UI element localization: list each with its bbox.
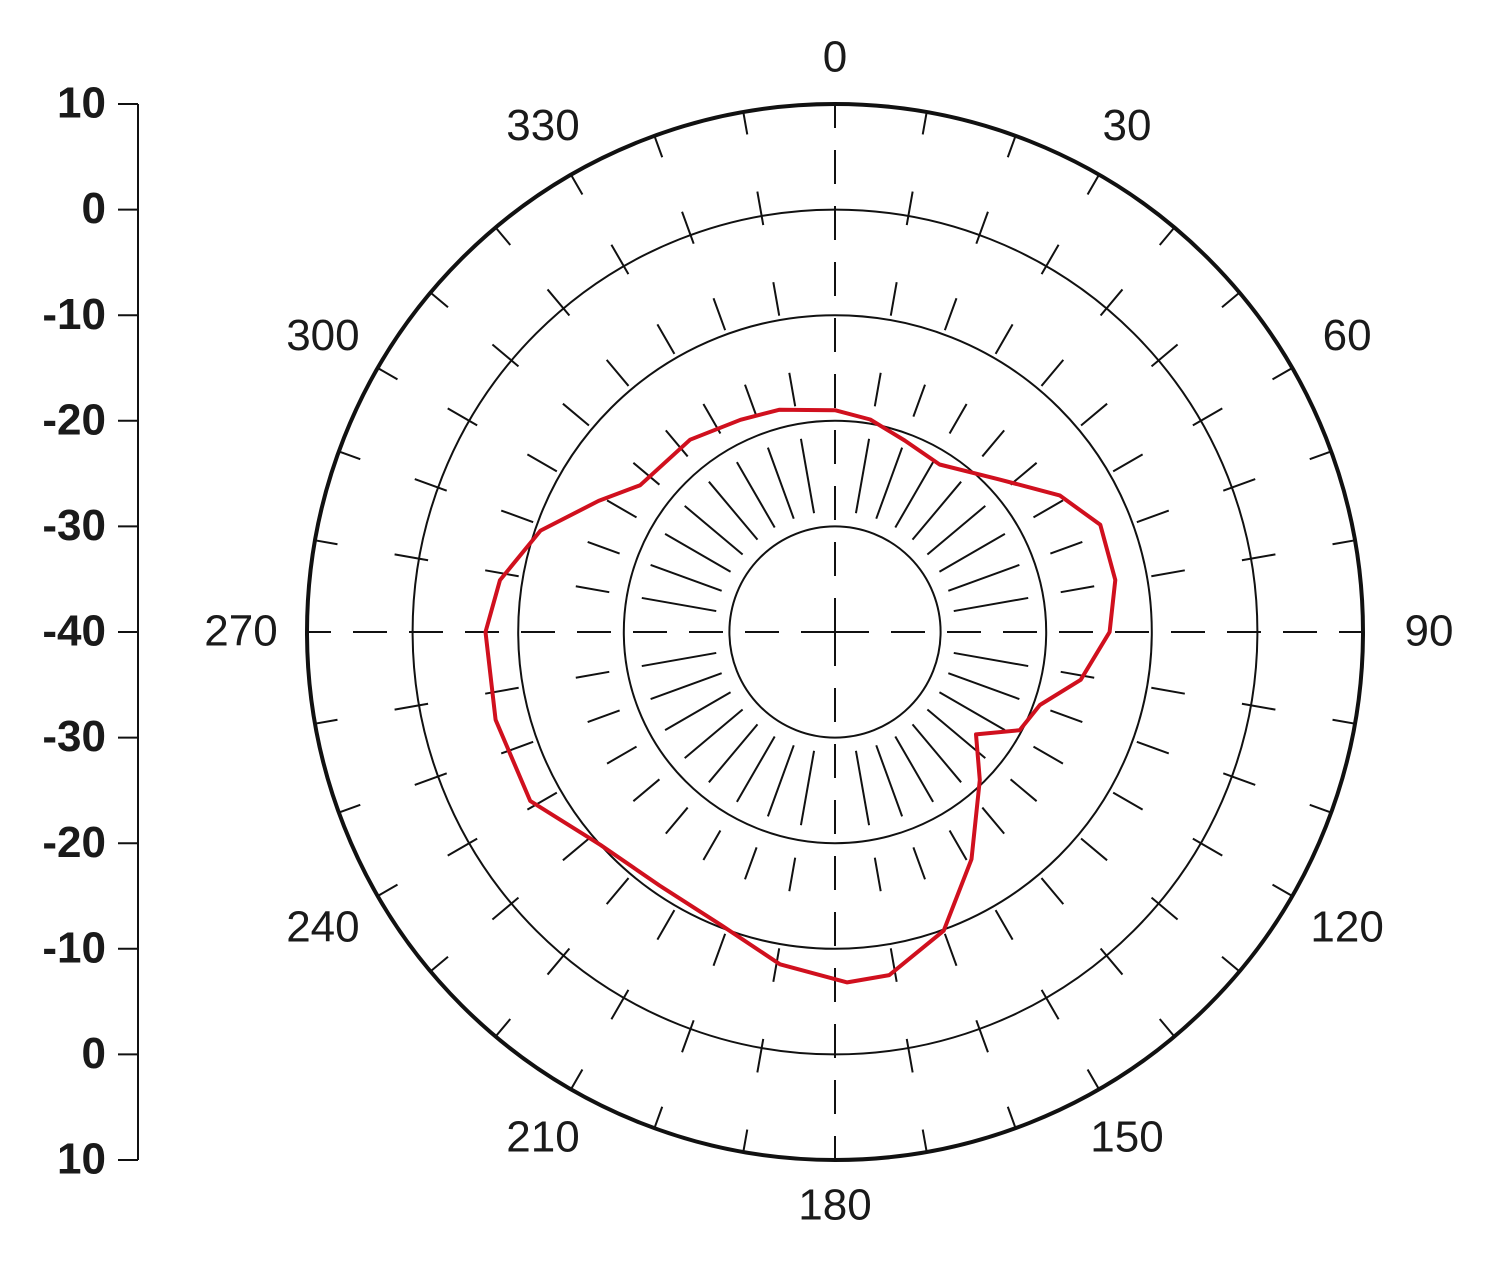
minor-tick (664, 691, 732, 731)
grid-spoke (873, 111, 928, 407)
theta-tick-label: 0 (823, 33, 847, 82)
grid-spoke (653, 847, 758, 1129)
grid-spoke (377, 367, 638, 519)
r-tick-label: 0 (82, 1029, 106, 1078)
theta-tick-label: 180 (798, 1181, 871, 1230)
minor-tick (684, 505, 744, 556)
grid-spoke (1009, 778, 1241, 973)
theta-tick-label: 60 (1323, 311, 1372, 360)
pattern-line (483, 407, 1118, 985)
minor-tick (799, 750, 816, 826)
minor-tick (911, 723, 962, 783)
minor-tick (926, 505, 986, 556)
grid-spoke (570, 174, 722, 435)
minor-tick (894, 461, 934, 529)
minor-tick (854, 438, 871, 514)
minor-tick (650, 672, 723, 701)
grid-spoke (338, 450, 620, 555)
grid-ring (411, 208, 1259, 1056)
r-tick-label: 10 (57, 79, 106, 128)
grid-spoke (981, 806, 1176, 1038)
r-tick-label: -10 (42, 923, 106, 972)
theta-tick-label: 90 (1405, 607, 1454, 656)
minor-tick (938, 691, 1006, 731)
minor-tick (708, 481, 759, 541)
minor-tick (947, 563, 1020, 592)
grid-ring (517, 314, 1153, 950)
grid-spoke (377, 745, 638, 897)
theta-tick-label: 120 (1310, 902, 1383, 951)
r-tick-label: -40 (42, 607, 106, 656)
grid-spoke (494, 226, 689, 458)
grid-spoke (429, 291, 661, 486)
r-tick-label: -20 (42, 818, 106, 867)
grid-spoke (1009, 291, 1241, 486)
minor-tick (875, 447, 904, 520)
grid-spoke (742, 857, 797, 1153)
minor-tick (938, 533, 1006, 573)
grid-spoke (1050, 450, 1332, 555)
minor-tick (684, 708, 744, 759)
grid-spoke (653, 135, 758, 417)
grid-spoke (742, 111, 797, 407)
minor-tick (650, 563, 723, 592)
minor-tick (664, 533, 732, 573)
theta-tick-label: 330 (506, 101, 579, 150)
grid-ring (622, 419, 1048, 845)
grid-spoke (981, 226, 1176, 458)
grid-spoke (570, 829, 722, 1090)
theta-tick-label: 300 (286, 311, 359, 360)
r-tick-label: -30 (42, 501, 106, 550)
r-tick-label: 10 (57, 1135, 106, 1184)
minor-tick (953, 651, 1029, 668)
grid-spoke (912, 135, 1017, 417)
minor-tick (641, 651, 717, 668)
grid-spoke (314, 539, 610, 594)
minor-tick (766, 744, 795, 817)
r-tick-label: -10 (42, 290, 106, 339)
grid-spoke (1050, 709, 1332, 814)
theta-tick-label: 30 (1103, 101, 1152, 150)
minor-tick (875, 744, 904, 817)
grid-ring (305, 102, 1365, 1162)
grid-spoke (912, 847, 1017, 1129)
minor-tick (736, 461, 776, 529)
theta-tick-label: 210 (506, 1112, 579, 1161)
grid-spoke (1060, 670, 1356, 725)
minor-tick (799, 438, 816, 514)
grid-spoke (948, 174, 1100, 435)
minor-tick (911, 481, 962, 541)
r-tick-label: -20 (42, 395, 106, 444)
grid-spoke (314, 670, 610, 725)
minor-tick (894, 735, 934, 803)
minor-tick (953, 596, 1029, 613)
r-tick-label: -30 (42, 712, 106, 761)
grid-spoke (873, 857, 928, 1153)
minor-tick (708, 723, 759, 783)
minor-tick (947, 672, 1020, 701)
theta-tick-label: 270 (204, 607, 277, 656)
grid-spoke (1032, 745, 1293, 897)
grid-ring (728, 525, 942, 739)
minor-tick (766, 447, 795, 520)
r-tick-label: 0 (82, 184, 106, 233)
minor-tick (641, 596, 717, 613)
theta-tick-label: 240 (286, 902, 359, 951)
grid-spoke (1032, 367, 1293, 519)
grid-spoke (338, 709, 620, 814)
grid-spoke (494, 806, 689, 1038)
theta-tick-label: 150 (1090, 1112, 1163, 1161)
grid-spoke (948, 829, 1100, 1090)
minor-tick (736, 735, 776, 803)
minor-tick (854, 750, 871, 826)
